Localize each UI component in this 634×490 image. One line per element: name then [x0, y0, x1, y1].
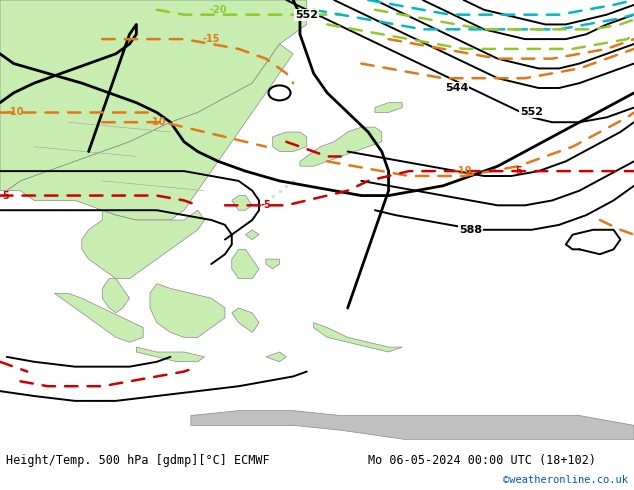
Polygon shape	[266, 352, 287, 362]
Text: 552: 552	[295, 10, 318, 20]
Polygon shape	[82, 210, 205, 279]
Text: -5: -5	[0, 191, 11, 200]
Text: 552: 552	[521, 107, 543, 118]
Polygon shape	[0, 0, 307, 191]
Polygon shape	[266, 259, 280, 269]
Polygon shape	[102, 279, 129, 313]
Polygon shape	[150, 284, 225, 337]
Text: -10: -10	[455, 166, 472, 176]
Text: -20: -20	[209, 5, 227, 15]
Polygon shape	[232, 249, 259, 279]
Polygon shape	[191, 411, 634, 440]
Polygon shape	[55, 294, 143, 342]
Text: ©weatheronline.co.uk: ©weatheronline.co.uk	[503, 475, 628, 485]
Polygon shape	[232, 196, 252, 210]
Text: 544: 544	[445, 83, 469, 93]
Text: Height/Temp. 500 hPa [gdmp][°C] ECMWF: Height/Temp. 500 hPa [gdmp][°C] ECMWF	[6, 454, 270, 466]
Polygon shape	[375, 103, 402, 112]
Text: -5: -5	[261, 200, 271, 210]
Text: -10: -10	[148, 117, 165, 127]
Polygon shape	[232, 308, 259, 332]
Polygon shape	[245, 230, 259, 240]
Polygon shape	[314, 323, 402, 352]
Text: 588: 588	[459, 225, 482, 235]
Text: -5: -5	[513, 166, 524, 176]
Polygon shape	[136, 347, 205, 362]
Text: -15: -15	[203, 34, 220, 44]
Polygon shape	[7, 44, 293, 220]
Polygon shape	[273, 132, 307, 151]
Polygon shape	[300, 127, 382, 166]
Text: Mo 06-05-2024 00:00 UTC (18+102): Mo 06-05-2024 00:00 UTC (18+102)	[368, 454, 596, 466]
Text: -10: -10	[7, 107, 24, 118]
